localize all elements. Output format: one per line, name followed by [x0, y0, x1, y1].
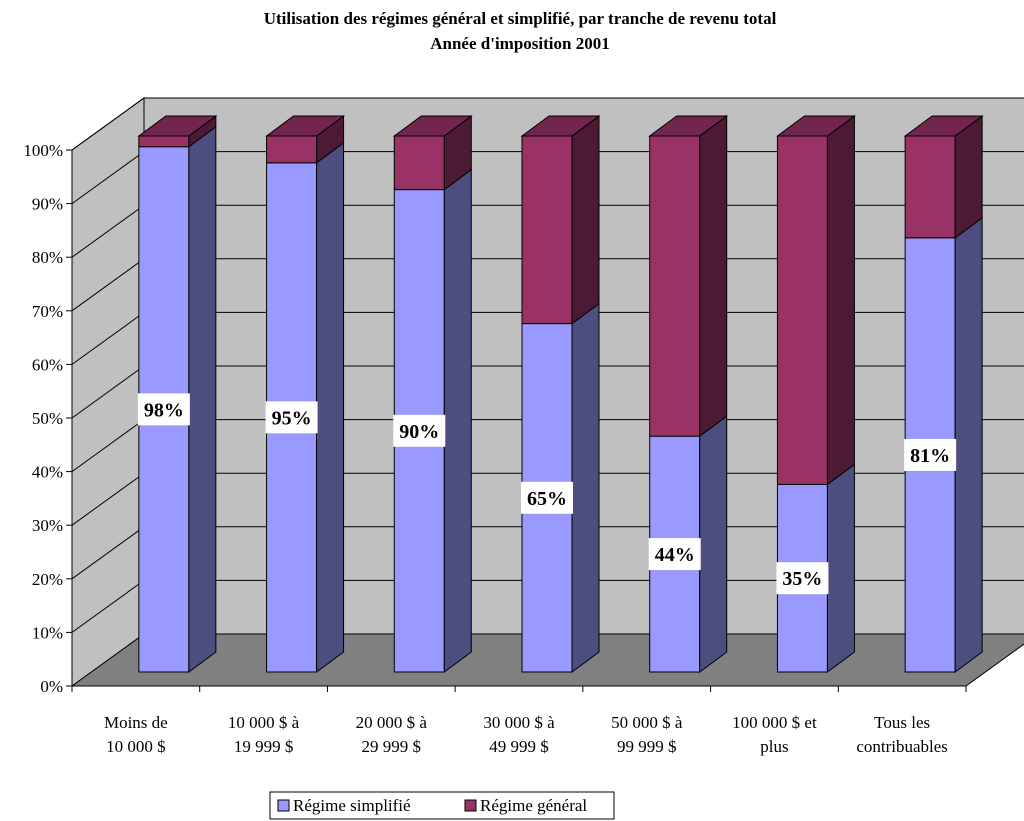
bar-general: [138, 135, 190, 148]
y-tick-label: 0%: [40, 677, 63, 696]
data-label-bg: [265, 401, 318, 434]
y-tick-label: 10%: [32, 623, 63, 642]
data-label-bg: [904, 438, 957, 471]
chart-title: Utilisation des régimes général et simpl…: [264, 9, 777, 28]
category-label: Tous les contribuables: [856, 713, 948, 756]
bar-general: [521, 135, 573, 325]
data-label: 90%: [399, 421, 439, 443]
category-label: 20 000 $ à 29 999 $: [356, 713, 428, 756]
bar-side: [826, 115, 855, 486]
bar-side: [316, 141, 345, 673]
bar-top: [775, 115, 856, 137]
bar-side: [699, 115, 728, 438]
bar-general: [904, 135, 956, 239]
gridline: [71, 97, 1024, 151]
legend-swatch: [464, 799, 477, 812]
data-label-bg: [776, 562, 829, 595]
category-label: Moins de 10 000 $: [104, 713, 168, 756]
data-label: 44%: [655, 544, 695, 566]
legend-box: [269, 791, 615, 820]
data-label-bg: [393, 414, 446, 447]
y-tick-label: 50%: [32, 409, 63, 428]
y-tick-label: 20%: [32, 570, 63, 589]
y-tick-label: 40%: [32, 463, 63, 482]
data-label: 95%: [272, 407, 312, 429]
category-label: 10 000 $ à 19 999 $: [228, 713, 300, 756]
bar-top: [392, 115, 473, 137]
y-tick-label: 80%: [32, 248, 63, 267]
y-tick-label: 90%: [32, 195, 63, 214]
bar-side: [443, 168, 472, 673]
bar-side: [826, 463, 855, 673]
category-label: 100 000 $ et plus: [732, 713, 817, 756]
legend-label: Régime simplifié: [293, 796, 411, 815]
bar-side: [571, 302, 600, 673]
data-label: 81%: [910, 445, 950, 467]
category-label: 50 000 $ à 99 999 $: [611, 713, 683, 756]
bar-top: [265, 115, 346, 137]
bar-side: [188, 125, 217, 673]
bar-general: [649, 135, 701, 437]
plot-area: 0% 10% 20% 30% 40% 50% 60% 70% 80% 90% 100% Moins d…: [23, 97, 1024, 756]
bar-top: [137, 115, 218, 137]
data-label-bg: [648, 538, 701, 571]
data-label-bg: [521, 481, 573, 514]
y-tick-label: 30%: [32, 516, 63, 535]
data-label: 98%: [144, 399, 184, 421]
bar-side: [571, 115, 600, 325]
chart-subtitle: Année d'imposition 2001: [430, 34, 609, 53]
bar-general: [776, 135, 828, 485]
legend-swatch: [277, 799, 290, 812]
bar-general: [266, 135, 318, 164]
legend-label: Régime général: [480, 796, 587, 815]
y-tick-label: 100%: [23, 141, 63, 160]
data-label: 65%: [527, 488, 567, 510]
bar-side: [954, 115, 983, 239]
bar-side: [954, 216, 983, 673]
bar-top: [903, 115, 984, 137]
data-label-bg: [137, 393, 190, 426]
y-tick-label: 70%: [32, 302, 63, 321]
category-label: 30 000 $ à 49 999 $: [483, 713, 555, 756]
bar-top: [648, 115, 729, 137]
y-tick-label: 60%: [32, 355, 63, 374]
bar-top: [520, 115, 601, 137]
bar-side: [699, 415, 728, 673]
bar-general: [393, 135, 445, 191]
legend: Régime simplifié Régime général: [269, 791, 615, 820]
data-label: 35%: [782, 568, 822, 590]
